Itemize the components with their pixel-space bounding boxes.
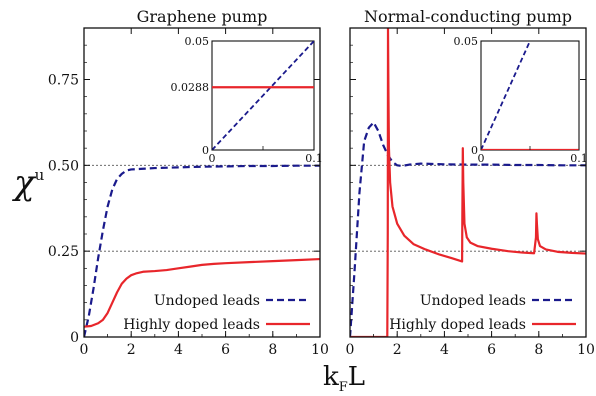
panel-1: 0 2 4 6 8 10 0 0.1 0 0.05 Undoped leads Highly dope… xyxy=(346,27,595,358)
inset-frame xyxy=(480,40,580,151)
x-tick-label: 0 xyxy=(80,342,89,358)
x-axis-label-subscript: F xyxy=(339,380,348,395)
x-tick-label: 8 xyxy=(268,342,277,358)
y-axis-label: χu xyxy=(12,163,45,203)
x-tick-label: 4 xyxy=(174,342,183,358)
inset-y-tick-label: 0.05 xyxy=(454,35,479,48)
panel-0: 0 2 4 6 8 10 0 0.25 0.50 0.75 0 0.1 0 0.05 0.0288 Undop… xyxy=(48,27,329,358)
x-axis-label-main: k xyxy=(323,362,339,392)
inset: 0 0.1 0 0.05 0.0288 xyxy=(171,35,323,165)
y-tick-label: 0.50 xyxy=(48,158,79,174)
inset-y-tick-label: 0.05 xyxy=(185,35,210,48)
x-tick-label: 10 xyxy=(577,342,595,358)
x-tick-label: 0 xyxy=(346,342,355,358)
inset-x-tick-label: 0 xyxy=(478,152,485,165)
panel-title-normal: Normal-conducting pump xyxy=(364,7,572,26)
legend: Undoped leads Highly doped leads xyxy=(123,293,310,333)
series-group xyxy=(84,164,320,337)
series-line-doped xyxy=(350,28,586,337)
x-axis-label-tail: L xyxy=(348,362,365,392)
inset-y-tick-label: 0 xyxy=(202,144,209,157)
y-axis-label-symbol: χ xyxy=(12,163,37,203)
x-tick-label: 10 xyxy=(311,342,329,358)
legend-label: Undoped leads xyxy=(420,293,526,309)
x-tick-label: 2 xyxy=(393,342,402,358)
inset: 0 0.1 0 0.05 xyxy=(454,35,588,165)
inset-x-tick-label: 0 xyxy=(209,152,216,165)
series-group xyxy=(350,28,586,337)
series-line-undoped xyxy=(84,164,320,337)
panel-title-graphene: Graphene pump xyxy=(137,7,268,26)
y-axis-label-superscript: u xyxy=(35,166,45,184)
x-tick-label: 2 xyxy=(127,342,136,358)
inset-y-tick-label: 0 xyxy=(471,144,478,157)
legend: Undoped leads Highly doped leads xyxy=(389,293,576,333)
x-tick-label: 8 xyxy=(534,342,543,358)
y-tick-label: 0.25 xyxy=(48,244,79,260)
legend-label: Highly doped leads xyxy=(123,317,260,333)
inset-line-undoped xyxy=(212,41,314,150)
series-line-doped xyxy=(84,257,320,328)
inset-series-group xyxy=(212,41,314,150)
x-tick-label: 6 xyxy=(221,342,230,358)
x-tick-label: 4 xyxy=(440,342,449,358)
x-axis-label: kFL xyxy=(323,362,365,395)
series-line-undoped xyxy=(350,121,586,337)
x-tick-label: 6 xyxy=(487,342,496,358)
y-tick-label: 0 xyxy=(70,330,79,346)
inset-x-tick-label: 0.1 xyxy=(570,152,588,165)
inset-highlight-label: 0.0288 xyxy=(171,81,210,94)
legend-label: Undoped leads xyxy=(154,293,260,309)
inset-x-tick-label: 0.1 xyxy=(305,152,323,165)
y-tick-label: 0.75 xyxy=(48,73,79,89)
legend-label: Highly doped leads xyxy=(389,317,526,333)
